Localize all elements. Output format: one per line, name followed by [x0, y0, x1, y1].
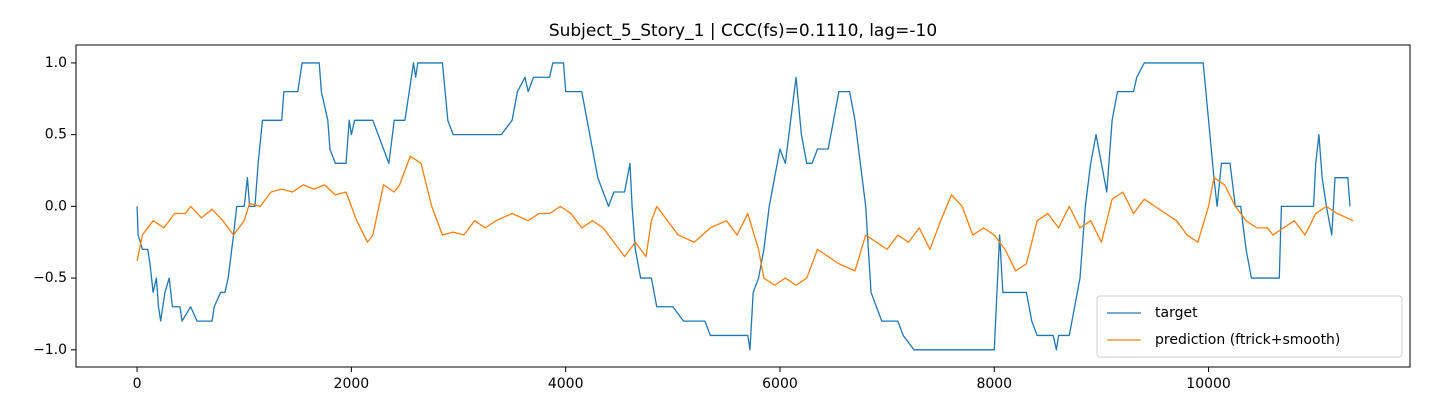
y-tick-label: 0.5	[45, 127, 67, 143]
x-tick-label: 10000	[1186, 376, 1231, 392]
y-tick-label: −0.5	[33, 270, 67, 286]
legend-box	[1096, 295, 1403, 358]
legend-label: target	[1155, 305, 1198, 321]
legend-label: prediction (ftrick+smooth)	[1155, 332, 1340, 348]
x-tick-label: 4000	[548, 376, 584, 392]
x-tick-label: 6000	[762, 376, 798, 392]
y-tick-label: −1.0	[33, 342, 67, 358]
y-tick-label: 1.0	[45, 55, 67, 71]
x-tick-label: 2000	[334, 376, 370, 392]
x-tick-label: 8000	[976, 376, 1012, 392]
y-tick-label: 0.0	[45, 198, 67, 214]
legend: target prediction (ftrick+smooth)	[1096, 295, 1403, 358]
axes-frame	[75, 44, 1411, 368]
x-tick-label: 0	[133, 376, 142, 392]
line	[136, 62, 1351, 351]
line	[136, 155, 1354, 286]
chart-title: Subject_5_Story_1 | CCC(fs)=0.1110, lag=…	[549, 21, 937, 41]
